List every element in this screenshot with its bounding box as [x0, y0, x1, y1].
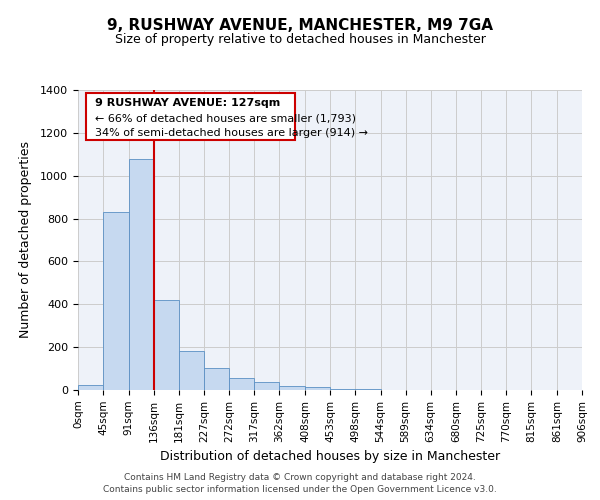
Bar: [103, 212, 128, 390]
Bar: [229, 378, 254, 390]
Text: 9, RUSHWAY AVENUE, MANCHESTER, M9 7GA: 9, RUSHWAY AVENUE, MANCHESTER, M9 7GA: [107, 18, 493, 32]
Text: ← 66% of detached houses are smaller (1,793): ← 66% of detached houses are smaller (1,…: [95, 114, 356, 124]
Bar: [204, 368, 229, 390]
Text: 9 RUSHWAY AVENUE: 127sqm: 9 RUSHWAY AVENUE: 127sqm: [95, 98, 280, 108]
Bar: [280, 386, 305, 390]
FancyBboxPatch shape: [86, 93, 295, 140]
Bar: [305, 387, 330, 390]
Text: Contains public sector information licensed under the Open Government Licence v3: Contains public sector information licen…: [103, 485, 497, 494]
Text: Size of property relative to detached houses in Manchester: Size of property relative to detached ho…: [115, 32, 485, 46]
Text: 34% of semi-detached houses are larger (914) →: 34% of semi-detached houses are larger (…: [95, 128, 368, 138]
Text: Contains HM Land Registry data © Crown copyright and database right 2024.: Contains HM Land Registry data © Crown c…: [124, 472, 476, 482]
Bar: [154, 300, 179, 390]
X-axis label: Distribution of detached houses by size in Manchester: Distribution of detached houses by size …: [160, 450, 500, 463]
Bar: [78, 384, 103, 390]
Bar: [254, 382, 280, 390]
Y-axis label: Number of detached properties: Number of detached properties: [19, 142, 32, 338]
Bar: [179, 352, 204, 390]
Bar: [128, 158, 154, 390]
